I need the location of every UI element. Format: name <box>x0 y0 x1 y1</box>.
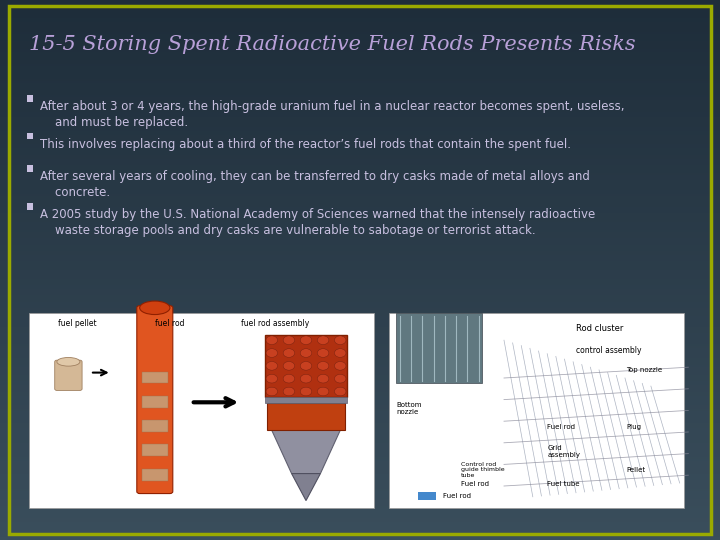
Circle shape <box>300 349 312 357</box>
FancyBboxPatch shape <box>29 313 374 508</box>
FancyBboxPatch shape <box>265 397 347 403</box>
Circle shape <box>283 349 294 357</box>
Text: Bottom
nozzle: Bottom nozzle <box>396 402 421 415</box>
Circle shape <box>266 336 278 345</box>
Circle shape <box>283 374 294 383</box>
Text: Top nozzle: Top nozzle <box>626 367 662 373</box>
Text: Plug: Plug <box>626 424 642 430</box>
Text: Fuel rod: Fuel rod <box>547 424 575 430</box>
Text: After about 3 or 4 years, the high-grade uranium fuel in a nuclear reactor becom: After about 3 or 4 years, the high-grade… <box>40 100 624 129</box>
Circle shape <box>300 387 312 396</box>
FancyBboxPatch shape <box>389 313 684 508</box>
FancyBboxPatch shape <box>27 95 33 102</box>
Text: control assembly: control assembly <box>576 346 642 355</box>
Circle shape <box>283 362 294 370</box>
FancyBboxPatch shape <box>142 420 168 432</box>
Text: fuel rod assembly: fuel rod assembly <box>241 319 310 328</box>
Text: Rod cluster: Rod cluster <box>576 324 624 333</box>
Text: Fuel rod: Fuel rod <box>461 481 489 487</box>
Circle shape <box>283 336 294 345</box>
Circle shape <box>334 362 346 370</box>
Circle shape <box>334 374 346 383</box>
Circle shape <box>266 349 278 357</box>
Circle shape <box>334 387 346 396</box>
Circle shape <box>300 374 312 383</box>
Polygon shape <box>272 430 340 474</box>
Ellipse shape <box>57 357 80 366</box>
Text: 15-5 Storing Spent Radioactive Fuel Rods Presents Risks: 15-5 Storing Spent Radioactive Fuel Rods… <box>29 35 636 54</box>
Circle shape <box>300 362 312 370</box>
Circle shape <box>266 387 278 396</box>
Circle shape <box>318 349 329 357</box>
Circle shape <box>318 374 329 383</box>
Circle shape <box>283 387 294 396</box>
Text: A 2005 study by the U.S. National Academy of Sciences warned that the intensely : A 2005 study by the U.S. National Academ… <box>40 208 595 237</box>
Ellipse shape <box>140 301 170 314</box>
FancyBboxPatch shape <box>27 133 33 139</box>
Polygon shape <box>292 474 320 501</box>
Circle shape <box>318 362 329 370</box>
FancyBboxPatch shape <box>142 469 168 481</box>
Text: After several years of cooling, they can be transferred to dry casks made of met: After several years of cooling, they can… <box>40 170 590 199</box>
Circle shape <box>318 336 329 345</box>
Text: Grid
assembly: Grid assembly <box>547 446 580 458</box>
Text: Pellet: Pellet <box>626 467 646 473</box>
Text: fuel rod: fuel rod <box>155 319 184 328</box>
FancyBboxPatch shape <box>142 396 168 408</box>
Text: Control rod
guide thimble
tube: Control rod guide thimble tube <box>461 462 505 478</box>
Circle shape <box>318 387 329 396</box>
FancyBboxPatch shape <box>27 165 33 172</box>
FancyBboxPatch shape <box>396 313 482 383</box>
Circle shape <box>334 336 346 345</box>
Text: Fuel tube: Fuel tube <box>547 481 580 487</box>
Circle shape <box>266 374 278 383</box>
Text: Fuel rod: Fuel rod <box>443 492 471 499</box>
FancyBboxPatch shape <box>142 372 168 383</box>
FancyBboxPatch shape <box>268 403 345 430</box>
Text: This involves replacing about a third of the reactor’s fuel rods that contain th: This involves replacing about a third of… <box>40 138 571 151</box>
Circle shape <box>300 336 312 345</box>
FancyBboxPatch shape <box>265 335 347 397</box>
Text: fuel pellet: fuel pellet <box>58 319 96 328</box>
FancyBboxPatch shape <box>55 360 82 390</box>
FancyBboxPatch shape <box>142 444 168 456</box>
FancyBboxPatch shape <box>27 203 33 210</box>
FancyBboxPatch shape <box>418 492 436 500</box>
Circle shape <box>266 362 278 370</box>
Circle shape <box>334 349 346 357</box>
FancyBboxPatch shape <box>137 306 173 494</box>
